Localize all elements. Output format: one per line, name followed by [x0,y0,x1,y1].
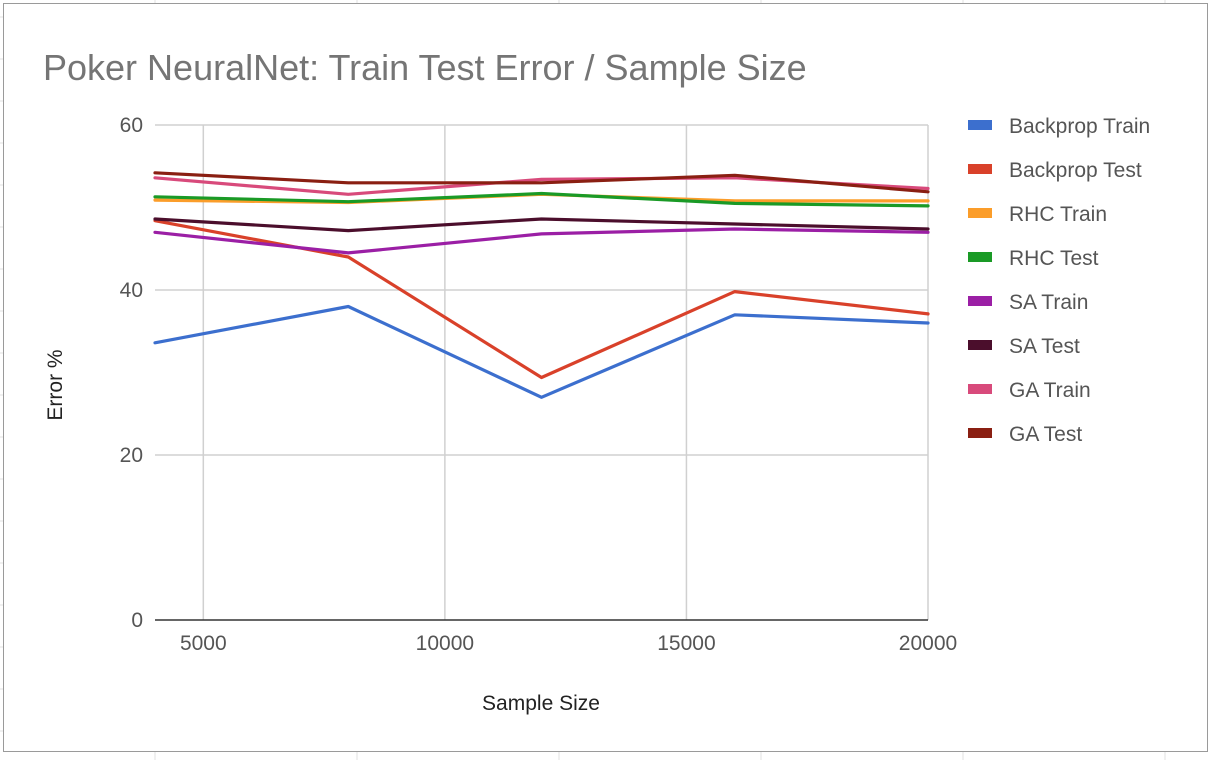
legend-swatch [968,208,992,218]
legend-label: GA Train [1009,379,1091,402]
y-tick-label: 0 [131,609,143,632]
x-tick-label: 15000 [657,632,715,655]
legend-swatch [968,428,992,438]
y-tick-label: 40 [120,279,143,302]
legend-label: GA Test [1009,423,1082,446]
x-axis-label: Sample Size [482,692,600,715]
legend-label: SA Test [1009,335,1080,358]
x-tick-label: 20000 [899,632,957,655]
series-line-sa-test [153,217,930,233]
y-tick-label: 60 [120,114,143,137]
legend-swatch [968,252,992,262]
series-line-rhc-test [153,191,930,208]
legend-label: RHC Train [1009,203,1107,226]
series-line-backprop-train [153,304,930,399]
legend-swatch [968,296,992,306]
y-axis-ticks: 0 20 40 60 [120,114,143,632]
y-axis-label: Error % [44,349,67,420]
series-line-ga-test [153,171,930,194]
legend: Backprop Train Backprop Test RHC Train RHC … [968,115,1150,446]
series-lines [153,171,930,399]
x-axis-ticks: 5000 10000 15000 20000 [180,632,957,655]
series-line-sa-train [153,227,930,255]
legend-swatch [968,164,992,174]
x-tick-label: 5000 [180,632,227,655]
legend-swatch [968,120,992,130]
legend-label: SA Train [1009,291,1088,314]
legend-swatch [968,340,992,350]
x-tick-label: 10000 [416,632,474,655]
legend-label: Backprop Train [1009,115,1150,138]
legend-label: Backprop Test [1009,159,1142,182]
legend-label: RHC Test [1009,247,1099,270]
y-tick-label: 20 [120,444,143,467]
gridlines [155,124,929,620]
legend-swatch [968,384,992,394]
chart-title: Poker NeuralNet: Train Test Error / Samp… [43,47,807,88]
